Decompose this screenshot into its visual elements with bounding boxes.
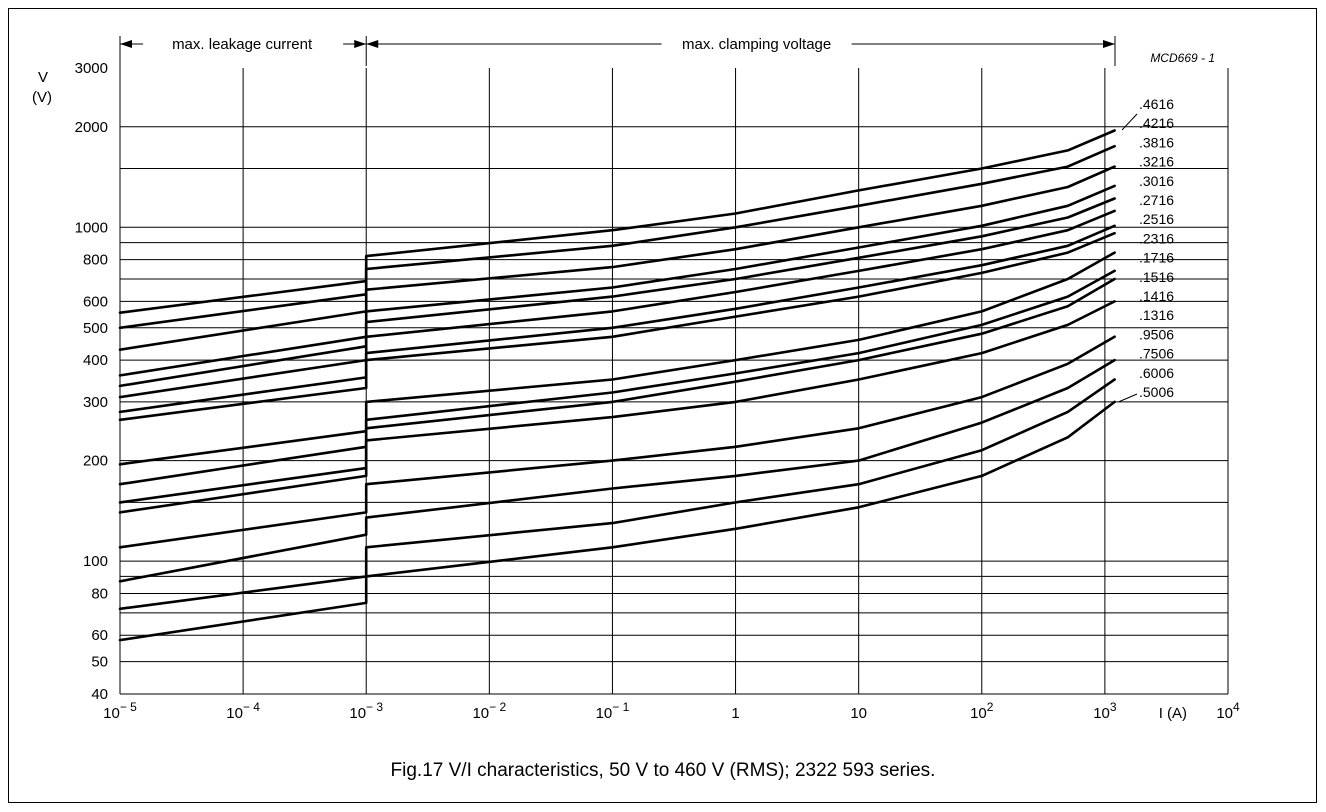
series-label: .4616 <box>1139 96 1174 112</box>
series-label: .9506 <box>1139 326 1174 342</box>
figure-caption: Fig.17 V/I characteristics, 50 V to 460 … <box>390 760 936 781</box>
y-tick-label: 800 <box>83 252 108 269</box>
leakage-region-label: max. leakage current <box>172 36 313 53</box>
label-leader <box>1121 113 1138 131</box>
y-tick-label: 400 <box>83 352 108 369</box>
figure-frame <box>8 8 1317 803</box>
series-line <box>118 358 1116 583</box>
leakage-arrow-head-left <box>120 40 132 48</box>
series-label: .2516 <box>1139 211 1174 227</box>
series-line <box>118 224 1116 414</box>
series-label: .3216 <box>1139 154 1174 170</box>
x-tick-label: 10− 4 <box>226 700 260 722</box>
y-axis-unit: (V) <box>32 89 52 106</box>
y-tick-label: 50 <box>91 654 108 671</box>
series-label: .3816 <box>1139 134 1174 150</box>
series-label: .1416 <box>1139 288 1174 304</box>
series-label: .1516 <box>1139 269 1174 285</box>
clamping-region-label: max. clamping voltage <box>682 36 831 53</box>
clamping-arrow-head-right <box>1103 40 1115 48</box>
series-label: .2316 <box>1139 230 1174 246</box>
x-tick-label: 104 <box>1216 700 1240 722</box>
y-tick-label: 200 <box>83 453 108 470</box>
grid <box>119 60 1229 695</box>
label-leader <box>1118 393 1138 403</box>
series-line <box>118 129 1116 314</box>
curves <box>118 129 1116 642</box>
series-line <box>118 165 1116 351</box>
y-tick-label: 600 <box>83 293 108 310</box>
y-tick-label: 80 <box>91 585 108 602</box>
x-axis-label: I (A) <box>1159 705 1187 722</box>
series-line <box>118 400 1116 642</box>
y-tick-label: 300 <box>83 394 108 411</box>
y-tick-label: 40 <box>91 686 108 703</box>
y-tick-label: 60 <box>91 627 108 644</box>
y-tick-label: 2000 <box>75 119 108 136</box>
series-line <box>118 378 1116 611</box>
clamping-arrow-head-left <box>366 40 379 48</box>
series-line <box>118 335 1116 549</box>
series-line <box>118 231 1116 422</box>
y-tick-label: 500 <box>83 320 108 337</box>
y-tick-label: 1000 <box>75 219 108 236</box>
series-line <box>118 300 1116 514</box>
y-axis-label: V <box>38 69 48 86</box>
x-tick-label: 10 <box>850 705 867 722</box>
series-label: .7506 <box>1139 346 1174 362</box>
x-tick-label: 103 <box>1093 700 1117 722</box>
x-tick-label: 102 <box>970 700 994 722</box>
series-label: .2716 <box>1139 192 1174 208</box>
x-tick-label: 10− 2 <box>472 700 506 722</box>
series-label: .6006 <box>1139 365 1174 381</box>
series-line <box>118 184 1116 377</box>
series-label: .4216 <box>1139 115 1174 131</box>
series-label: .1316 <box>1139 307 1174 323</box>
series-line <box>118 251 1116 466</box>
series-label: .1716 <box>1139 250 1174 266</box>
x-tick-label: 10− 5 <box>103 700 137 722</box>
x-tick-label: 10− 3 <box>349 700 383 722</box>
series-label: .5006 <box>1139 384 1174 400</box>
figure-code: MCD669 - 1 <box>1150 51 1215 65</box>
series-labels: .4616 .4216 .3816 .3216 .3016 .2716 .2516 .2316… <box>1118 96 1174 403</box>
y-tick-label: 100 <box>83 553 108 570</box>
series-line <box>118 144 1116 330</box>
series-label: .3016 <box>1139 173 1174 189</box>
x-tick-label: 1 <box>731 705 739 722</box>
leakage-arrow-head-right <box>354 40 367 48</box>
x-tick-label: 10− 1 <box>596 700 630 722</box>
y-tick-label: 3000 <box>75 60 108 77</box>
